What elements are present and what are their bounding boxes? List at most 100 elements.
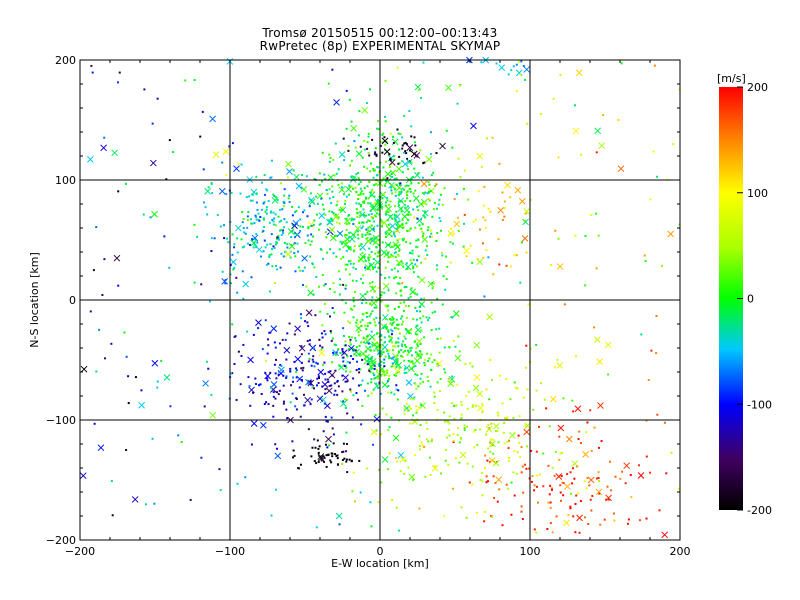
scatter-dot <box>624 482 627 485</box>
scatter-cross <box>317 368 325 376</box>
scatter-dot <box>395 358 398 361</box>
scatter-dot <box>446 436 449 439</box>
scatter-dot <box>451 402 454 405</box>
scatter-dot <box>172 151 175 154</box>
scatter-dot <box>406 157 409 160</box>
scatter-dot <box>458 84 461 87</box>
scatter-dot <box>330 461 333 464</box>
scatter-dot <box>645 419 648 422</box>
scatter-dot <box>274 397 277 400</box>
scatter-dot <box>507 73 510 76</box>
scatter-cross <box>326 218 333 226</box>
scatter-dot <box>313 460 316 463</box>
scatter-dot <box>464 363 467 366</box>
scatter-dot <box>342 450 345 453</box>
scatter-dot <box>275 377 278 380</box>
scatter-dot <box>325 236 328 239</box>
scatter-dot <box>498 263 501 266</box>
scatter-dot <box>449 380 452 383</box>
scatter-dot <box>439 390 442 393</box>
scatter-dot <box>380 338 383 341</box>
scatter-dot <box>272 193 275 196</box>
scatter-dot <box>420 297 423 300</box>
scatter-dot <box>471 406 474 409</box>
scatter-cross <box>485 425 493 433</box>
scatter-dot <box>265 206 268 209</box>
scatter-dot <box>297 266 300 269</box>
scatter-dot <box>506 416 509 419</box>
scatter-dot <box>482 204 485 207</box>
scatter-dot <box>404 337 407 340</box>
scatter-dot <box>412 267 415 270</box>
scatter-dot <box>266 352 269 355</box>
scatter-cross <box>395 184 403 192</box>
scatter-dot <box>363 199 366 202</box>
scatter-dot <box>409 295 412 298</box>
scatter-dot <box>305 175 308 178</box>
scatter-cross <box>595 488 603 496</box>
scatter-dot <box>359 368 362 371</box>
scatter-dot <box>549 484 552 487</box>
scatter-dot <box>289 367 292 370</box>
scatter-dot <box>395 341 398 344</box>
scatter-dot <box>358 110 361 113</box>
scatter-dot <box>419 149 422 152</box>
scatter-dot <box>348 336 351 339</box>
scatter-dot <box>496 429 499 432</box>
scatter-dot <box>559 491 562 494</box>
scatter-dot <box>276 238 279 241</box>
scatter-dot <box>572 515 575 518</box>
scatter-dot <box>606 485 609 488</box>
scatter-dot <box>168 139 171 142</box>
scatter-dot <box>386 380 389 383</box>
scatter-dot <box>426 319 429 322</box>
scatter-dot <box>319 247 322 250</box>
scatter-dot <box>426 428 429 431</box>
scatter-dot <box>421 223 424 226</box>
scatter-dot <box>286 417 289 420</box>
scatter-dot <box>423 361 426 364</box>
scatter-dot <box>230 282 233 285</box>
scatter-dot <box>274 346 277 349</box>
scatter-cross <box>338 151 346 158</box>
scatter-dot <box>535 474 538 477</box>
scatter-dot <box>278 238 281 241</box>
scatter-dot <box>367 256 370 259</box>
scatter-dot <box>397 327 400 330</box>
scatter-dot <box>271 248 274 251</box>
scatter-cross <box>488 457 496 464</box>
scatter-dot <box>414 333 417 336</box>
scatter-dot <box>355 173 358 176</box>
scatter-dot <box>424 191 427 194</box>
scatter-dot <box>240 238 243 241</box>
scatter-dot <box>373 220 376 223</box>
scatter-dot <box>430 353 433 356</box>
scatter-dot <box>397 389 400 392</box>
scatter-dot <box>336 457 339 460</box>
scatter-dot <box>535 450 538 453</box>
scatter-dot <box>404 328 407 331</box>
scatter-cross <box>372 238 379 246</box>
scatter-dot <box>367 197 370 200</box>
scatter-dot <box>471 261 474 264</box>
scatter-dot <box>436 231 439 234</box>
scatter-dot <box>345 217 348 220</box>
scatter-cross <box>163 374 171 381</box>
scatter-dot <box>382 370 385 373</box>
scatter-dot <box>283 202 286 205</box>
scatter-dot <box>349 307 352 310</box>
scatter-dot <box>410 182 413 185</box>
scatter-dot <box>524 78 527 81</box>
scatter-dot <box>358 259 361 262</box>
scatter-dot <box>469 244 472 247</box>
scatter-dot <box>406 349 409 352</box>
scatter-dot <box>328 188 331 191</box>
scatter-dot <box>402 351 405 354</box>
scatter-dot <box>377 252 380 255</box>
scatter-dot <box>300 353 303 356</box>
scatter-dot <box>305 285 308 288</box>
scatter-dot <box>413 382 416 385</box>
scatter-cross <box>321 381 329 388</box>
scatter-dot <box>451 487 454 490</box>
